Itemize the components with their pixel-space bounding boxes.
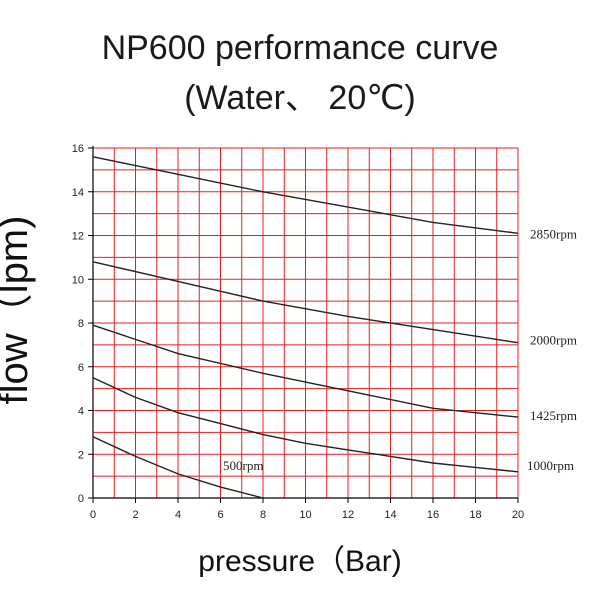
x-tick-label: 0 <box>90 509 96 521</box>
chart-subtitle: (Water、 20℃) <box>184 79 416 117</box>
series-label-1000rpm: 1000rpm <box>527 458 574 473</box>
x-axis-label: pressure（Bar) <box>198 545 402 578</box>
series-line-2000rpm <box>92 261 519 344</box>
series-line-2850rpm <box>92 156 519 234</box>
series-line-500rpm <box>92 436 264 499</box>
y-tick-label: 14 <box>72 187 84 199</box>
x-tick-label: 16 <box>427 509 439 521</box>
x-tick-label: 12 <box>342 509 354 521</box>
y-tick-label: 8 <box>78 318 84 330</box>
series-line-1425rpm <box>92 324 519 418</box>
x-tick-label: 18 <box>469 509 481 521</box>
y-tick-label: 10 <box>72 274 84 286</box>
x-tick-label: 2 <box>132 509 138 521</box>
x-tick-label: 10 <box>299 509 311 521</box>
x-tick-label: 8 <box>260 509 266 521</box>
y-tick-label: 4 <box>78 406 84 418</box>
y-tick-label: 6 <box>78 362 84 374</box>
y-tick-label: 0 <box>78 493 84 505</box>
series-label-2000rpm: 2000rpm <box>530 333 577 348</box>
series-label-2850rpm: 2850rpm <box>530 226 577 241</box>
x-tick-label: 20 <box>512 509 524 521</box>
y-tick-label: 12 <box>72 231 84 243</box>
x-tick-label: 6 <box>217 509 223 521</box>
chart-title: NP600 performance curve <box>101 29 499 67</box>
y-tick-label: 16 <box>72 143 84 155</box>
y-tick-label: 2 <box>78 449 84 461</box>
series-label-500rpm: 500rpm <box>223 458 263 473</box>
x-tick-label: 4 <box>175 509 181 521</box>
x-tick-label: 14 <box>384 509 396 521</box>
y-axis-label: flow（lpm) <box>0 215 36 405</box>
series-label-1425rpm: 1425rpm <box>530 408 577 423</box>
series-line-1000rpm <box>92 377 519 473</box>
